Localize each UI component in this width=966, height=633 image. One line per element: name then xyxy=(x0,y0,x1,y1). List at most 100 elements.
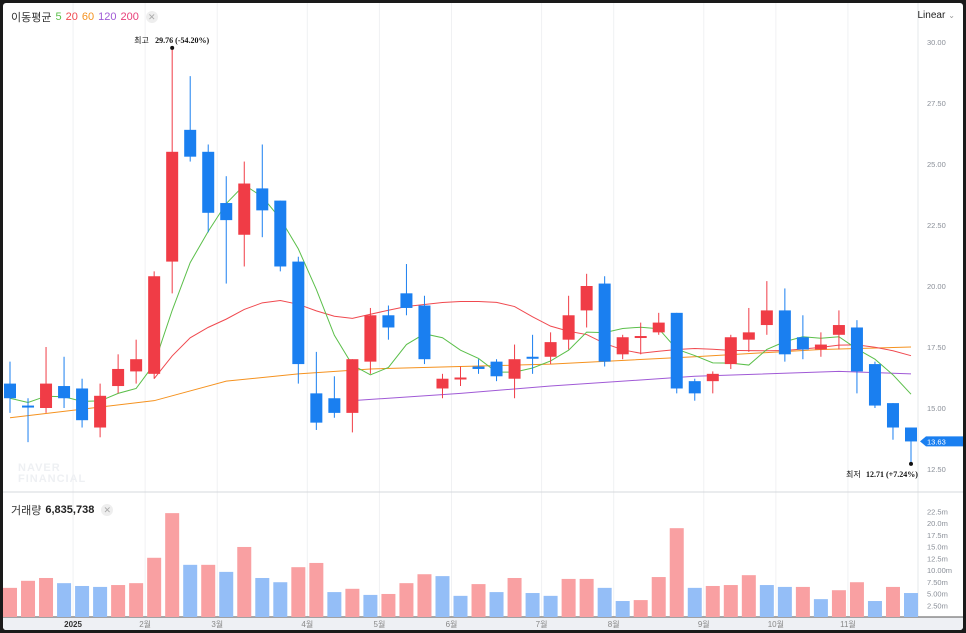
candle-body xyxy=(706,373,719,382)
candle-body xyxy=(778,310,791,355)
candle-body xyxy=(454,377,467,380)
volume-bar xyxy=(904,593,918,617)
volume-bar xyxy=(489,592,504,617)
volume-bar xyxy=(759,585,774,617)
current-price-tag xyxy=(920,436,963,447)
price-tick-label: 15.00 xyxy=(927,404,946,413)
close-icon[interactable]: ✕ xyxy=(145,11,158,23)
price-tick-label: 20.00 xyxy=(927,282,946,291)
time-tick-label: 4월 xyxy=(301,619,313,629)
candle-body xyxy=(400,293,413,308)
volume-bar xyxy=(237,546,252,617)
price-tick-label: 12.50 xyxy=(927,465,946,474)
high-marker-dot xyxy=(170,45,175,50)
ma-legend-200: 200 xyxy=(120,11,139,23)
current-price-label: 13.63 xyxy=(927,437,946,446)
candle-body xyxy=(688,381,701,394)
candle-body xyxy=(382,315,395,328)
candle-body xyxy=(724,337,737,365)
volume-bar xyxy=(849,582,864,617)
candle-body xyxy=(220,203,233,221)
high-marker-label: 최고 xyxy=(134,35,149,45)
volume-bar xyxy=(723,585,738,617)
volume-bar xyxy=(507,577,522,617)
time-tick-label: 9월 xyxy=(698,619,710,629)
volume-bar xyxy=(417,574,432,617)
candle-body xyxy=(310,393,323,423)
close-icon[interactable]: ✕ xyxy=(101,504,114,516)
price-tick-label: 17.50 xyxy=(927,343,946,352)
time-tick-label: 6월 xyxy=(446,619,458,629)
candle-body xyxy=(526,356,539,359)
chevron-down-icon: ⌄ xyxy=(948,11,955,20)
candle-body xyxy=(832,325,845,335)
volume-bar xyxy=(309,562,324,617)
candle-body xyxy=(418,305,431,360)
price-tick-label: 22.50 xyxy=(927,221,946,230)
candlestick-chart[interactable]: 30.00 27.50 25.00 22.50 20.00 17.50 15.00 12.50… xyxy=(3,3,963,630)
volume-bar xyxy=(741,575,756,617)
volume-bar xyxy=(255,577,270,617)
candle-body xyxy=(4,383,16,399)
ma-legend-120: 120 xyxy=(98,11,117,23)
price-tick-label: 25.00 xyxy=(927,160,946,169)
candle-body xyxy=(76,388,89,421)
candle-body xyxy=(562,315,575,340)
candle-body xyxy=(634,336,647,339)
candle-body xyxy=(202,151,215,213)
candle-body xyxy=(868,364,881,406)
candle-body xyxy=(616,337,629,355)
candle-body xyxy=(94,395,107,428)
ma60-line xyxy=(9,346,912,419)
candle-body xyxy=(184,129,197,157)
volume-bar xyxy=(471,584,486,617)
scale-selector[interactable]: Linear ⌄ xyxy=(917,10,955,21)
volume-bar xyxy=(867,601,882,617)
ma5-line xyxy=(9,184,912,404)
volume-bar xyxy=(39,577,54,617)
volume-bar xyxy=(831,590,846,617)
volume-bar xyxy=(597,587,612,617)
ma-legend-60: 60 xyxy=(81,11,95,23)
scale-label: Linear xyxy=(917,10,946,21)
candle-body xyxy=(760,310,773,326)
volume-bar xyxy=(525,593,540,617)
time-tick-label: 5월 xyxy=(374,619,386,629)
price-tick-label: 30.00 xyxy=(927,38,946,47)
volume-tick-label: 20.0m xyxy=(927,519,948,528)
watermark-logo: NAVER FINANCIAL xyxy=(18,462,87,485)
volume-bar xyxy=(21,580,36,617)
candle-body xyxy=(742,332,755,340)
volume-bar xyxy=(579,578,594,617)
volume-bar xyxy=(57,583,72,617)
low-marker-label: 최저 xyxy=(846,469,861,479)
time-tick-label: 11월 xyxy=(840,619,856,629)
ma-legend-5: 5 xyxy=(55,11,62,23)
stock-chart-window: 30.00 27.50 25.00 22.50 20.00 17.50 15.00 12.50… xyxy=(3,3,963,630)
volume-tick-label: 12.5m xyxy=(927,554,948,563)
candle-body xyxy=(148,276,161,374)
volume-tick-label: 15.0m xyxy=(927,543,948,552)
candle-body xyxy=(166,151,179,262)
volume-bar xyxy=(183,564,198,617)
volume-bar xyxy=(93,586,108,617)
candle-body xyxy=(905,427,917,442)
volume-bar xyxy=(129,583,144,617)
candle-body xyxy=(346,359,359,413)
candle-body xyxy=(850,327,863,372)
candle-body xyxy=(508,359,521,379)
volume-bar xyxy=(669,528,684,617)
candle-body xyxy=(598,283,611,362)
candle-body xyxy=(112,368,125,387)
time-tick-label: 2025 xyxy=(64,620,82,629)
volume-bar xyxy=(813,599,828,617)
volume-bar xyxy=(777,586,792,617)
low-marker-dot xyxy=(909,461,913,466)
price-tick-label: 27.50 xyxy=(927,99,946,108)
volume-bar xyxy=(885,586,900,617)
volume-tick-label: 5.00m xyxy=(927,590,948,599)
candle-body xyxy=(292,261,305,365)
time-tick-label: 3월 xyxy=(211,619,223,629)
candle-body xyxy=(544,342,557,357)
volume-bar xyxy=(165,513,180,617)
